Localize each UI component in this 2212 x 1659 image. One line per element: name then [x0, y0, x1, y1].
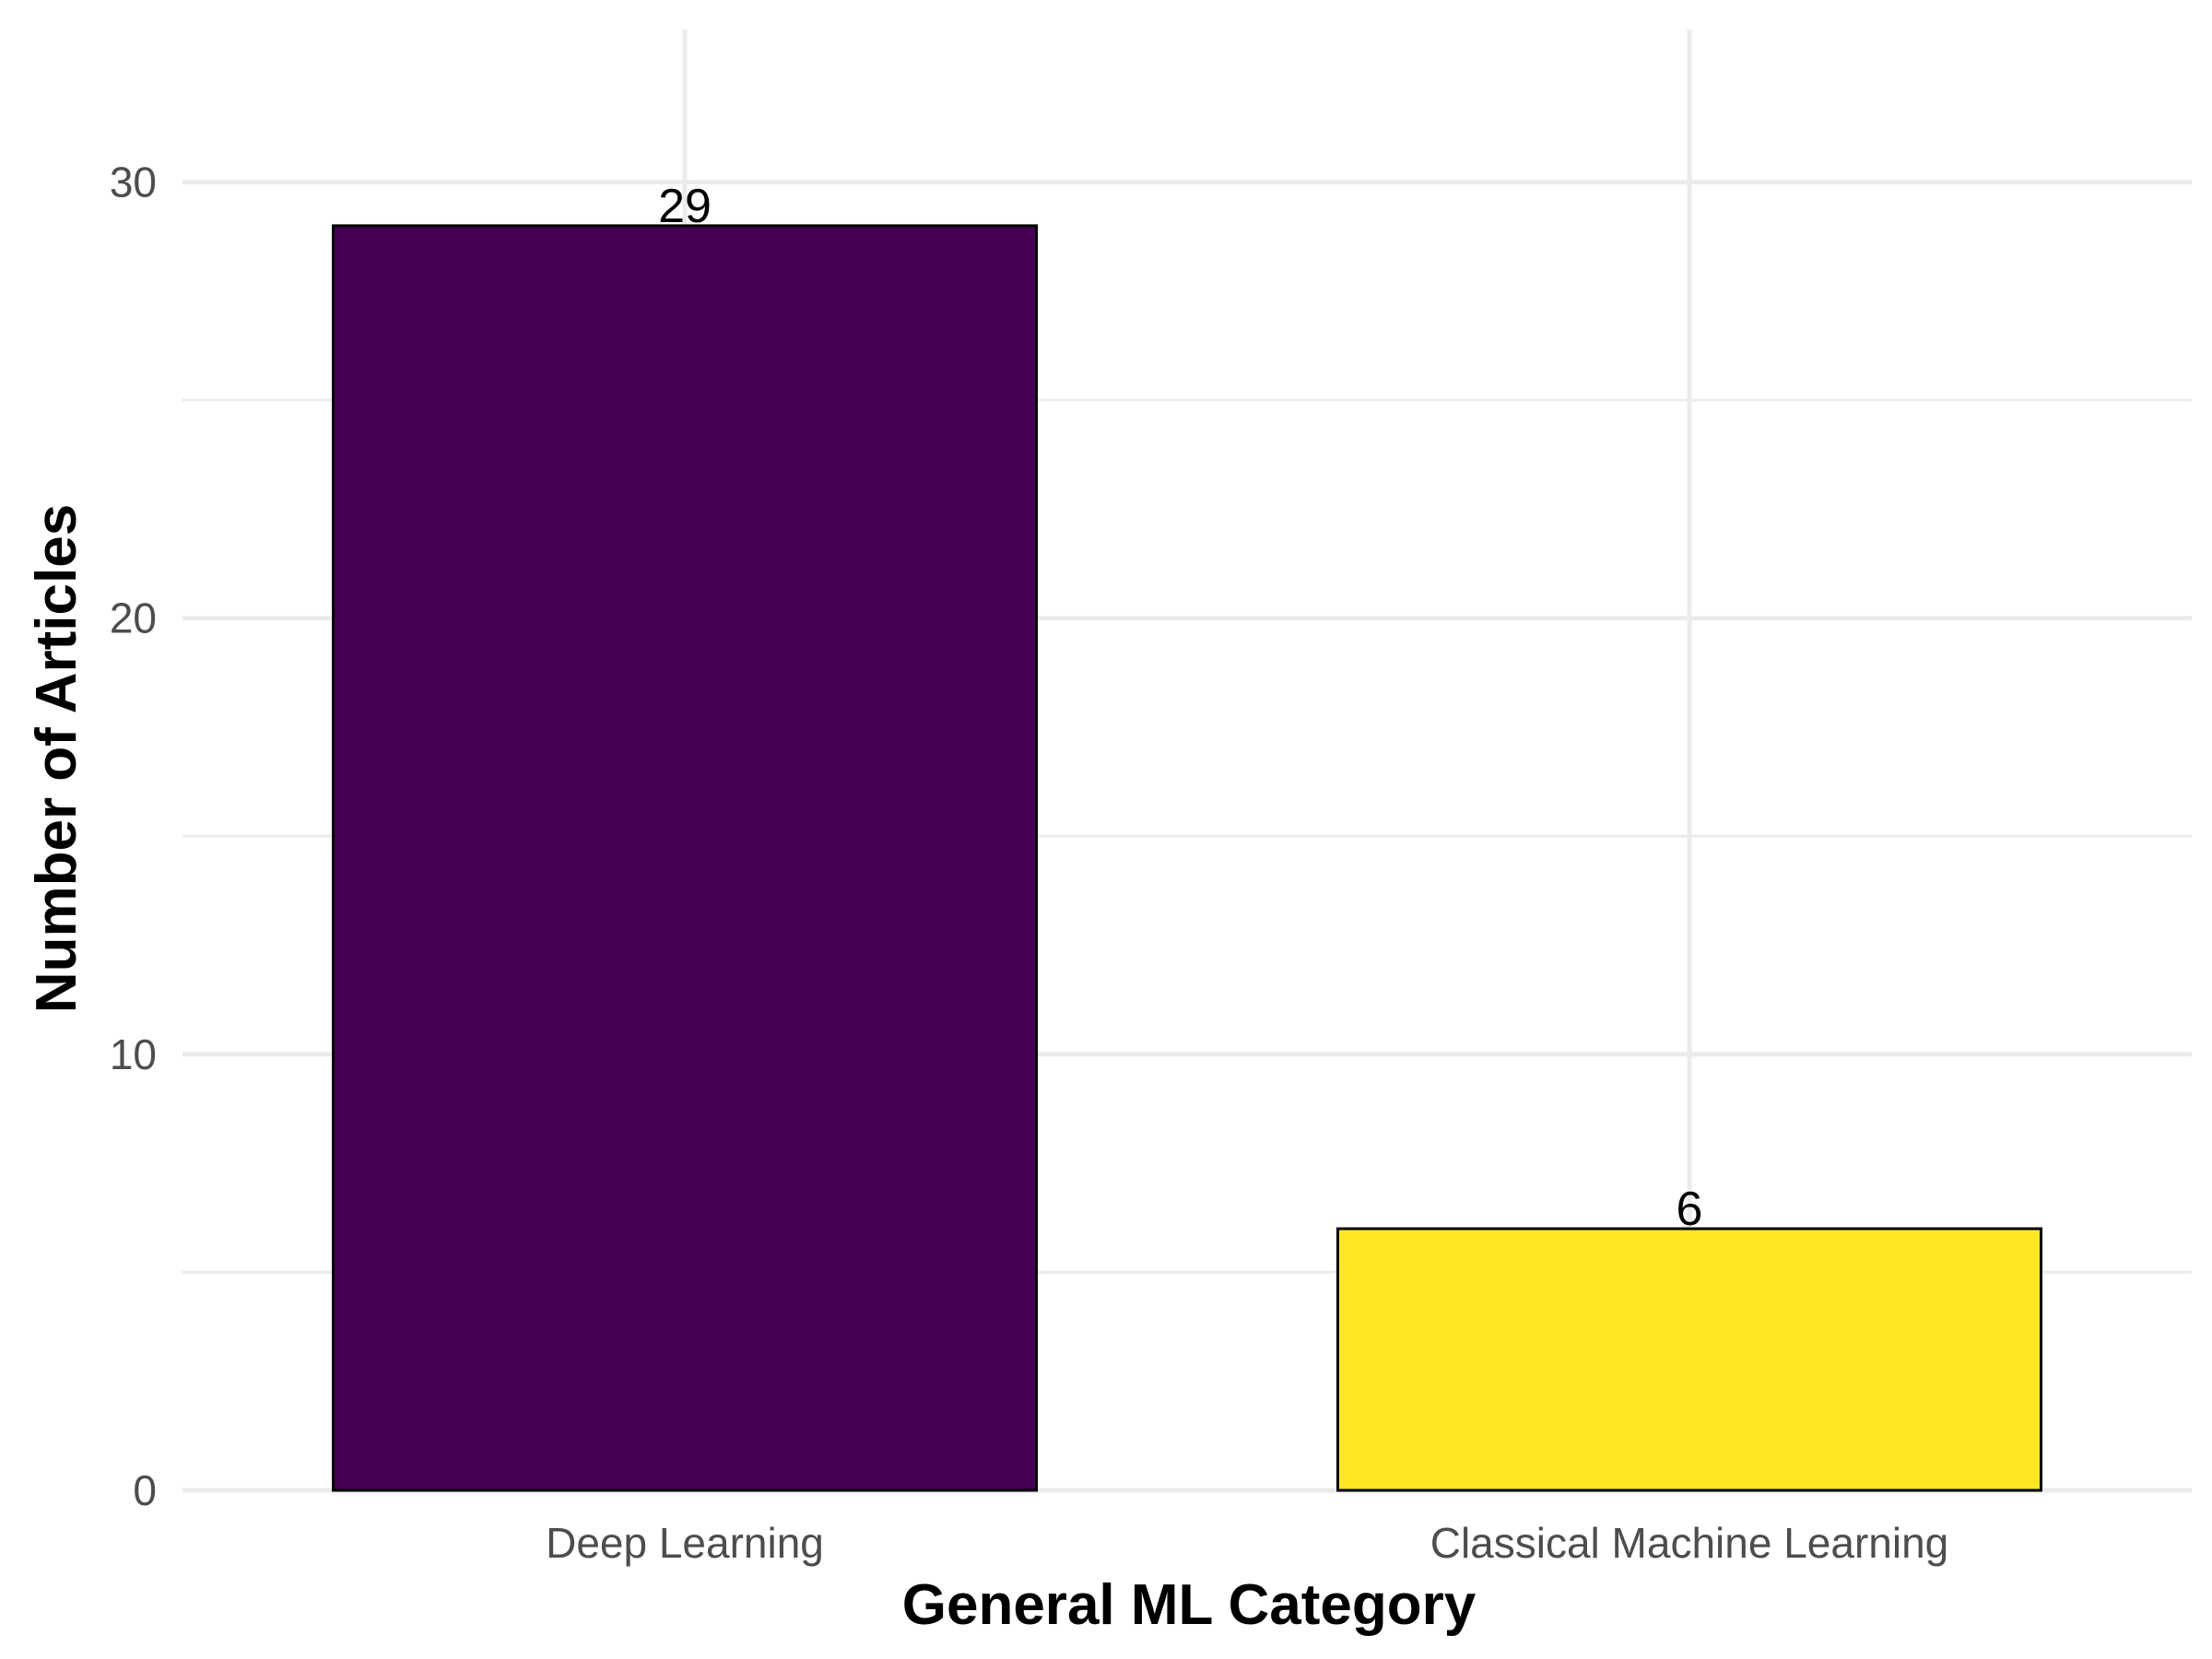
bar-value-label: 29	[658, 180, 712, 233]
bars	[332, 224, 2042, 1492]
bar-deep-learning	[332, 224, 1038, 1492]
y-axis-ticks: 0 10 20 30	[110, 159, 157, 1514]
bar-value-label: 6	[1677, 1182, 1703, 1236]
x-tick-label: Classical Machine Learning	[1430, 1519, 1949, 1567]
bar-classical-machine-learning	[1336, 1227, 2042, 1492]
y-tick-label: 10	[110, 1030, 157, 1078]
y-axis-title: Number of Articles	[25, 504, 88, 1013]
x-axis-ticks: Deep Learning Classical Machine Learning	[546, 1519, 1948, 1567]
y-tick-label: 20	[110, 594, 157, 642]
data-labels: 29 6	[658, 180, 1702, 1236]
y-tick-label: 30	[110, 159, 157, 206]
x-tick-label: Deep Learning	[546, 1519, 824, 1567]
x-axis-title: General ML Category	[902, 1573, 1477, 1637]
y-tick-label: 0	[133, 1466, 157, 1514]
